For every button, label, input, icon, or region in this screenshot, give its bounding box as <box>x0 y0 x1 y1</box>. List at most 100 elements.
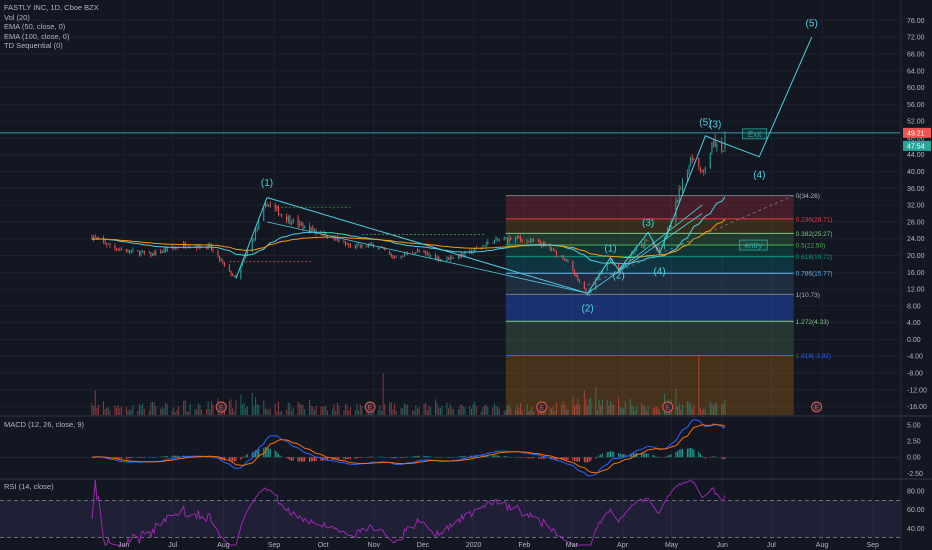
candle-body <box>369 243 371 245</box>
macd-histogram-bar <box>544 457 546 459</box>
candle-body <box>711 142 713 152</box>
candle-body <box>348 244 350 247</box>
candle-body <box>613 263 615 265</box>
volume-bar <box>194 409 196 415</box>
fib-label: 1(10.73) <box>796 292 820 299</box>
volume-bar <box>405 404 407 415</box>
macd-histogram-bar <box>327 457 329 461</box>
macd-histogram-bar <box>286 457 288 459</box>
volume-bar <box>549 407 551 415</box>
macd-histogram-bar <box>609 451 612 458</box>
candle-body <box>356 244 358 248</box>
volume-bar <box>394 403 396 415</box>
volume-bar <box>117 405 119 415</box>
macd-title[interactable]: MACD (12, 26, close, 9) <box>4 420 85 429</box>
volume-bar <box>430 407 432 415</box>
wave-label: (3) <box>709 119 721 130</box>
candle-body <box>349 245 351 247</box>
macd-histogram-bar <box>659 457 661 458</box>
legend-ema-100[interactable]: EMA (100, close, 0) <box>4 31 70 41</box>
macd-histogram-bar <box>459 456 461 458</box>
volume-bar <box>171 410 173 415</box>
macd-histogram-bar <box>539 457 541 459</box>
macd-histogram-bar <box>670 454 672 458</box>
volume-bar <box>497 406 499 415</box>
candle-body <box>251 240 253 252</box>
volume-bar <box>587 405 589 415</box>
volume-bar <box>302 404 304 415</box>
candle-body <box>161 251 163 253</box>
wave-label: (1) <box>604 243 616 254</box>
volume-bar <box>677 406 679 415</box>
candle-body <box>474 248 476 252</box>
volume-bar <box>642 404 644 415</box>
volume-bar <box>469 405 471 415</box>
volume-bar <box>482 406 484 415</box>
macd-histogram-bar <box>220 457 222 460</box>
price-tick-label: 8.00 <box>907 303 921 310</box>
ema-lines <box>91 196 726 265</box>
volume-bar <box>506 406 508 415</box>
volume-bar <box>93 405 95 415</box>
macd-histogram-bar <box>356 457 358 459</box>
macd-histogram-bar <box>618 453 620 458</box>
rsi-title[interactable]: RSI (14, close) <box>4 482 54 491</box>
macd-histogram-bar <box>510 457 512 458</box>
candle-body <box>312 227 314 231</box>
volume-bar <box>686 401 688 415</box>
candle-body <box>551 249 553 251</box>
volume-bar <box>688 401 690 415</box>
macd-histogram-bar <box>243 456 245 458</box>
macd-histogram-bar <box>148 457 150 458</box>
price-tick-label: 16.00 <box>907 270 925 277</box>
macd-histogram-bar <box>416 455 418 458</box>
candle-body <box>526 240 528 243</box>
volume-bar <box>485 404 487 415</box>
candle-body <box>320 232 322 234</box>
volume-bar <box>574 405 576 415</box>
candle-body <box>516 236 518 239</box>
volume-bar <box>315 406 317 415</box>
macd-histogram-bar <box>713 456 715 458</box>
volume-bar <box>449 404 451 415</box>
macd-histogram-bar <box>274 450 276 458</box>
candle-body <box>565 260 567 262</box>
candle-body <box>153 252 155 256</box>
macd-pane <box>0 419 900 477</box>
candle-body <box>389 251 391 255</box>
volume-bar <box>150 402 152 415</box>
volume-bar <box>127 410 129 415</box>
macd-histogram-bar <box>505 456 507 458</box>
legend-volume[interactable]: Vol (20) <box>4 12 30 22</box>
time-tick-label: Feb <box>518 542 530 549</box>
candle-body <box>281 214 283 216</box>
macd-histogram-bar <box>166 455 168 458</box>
legend-td-sequential[interactable]: TD Sequential (0) <box>4 41 63 50</box>
candle-body <box>304 225 306 228</box>
volume-bar <box>678 403 680 415</box>
macd-histogram-bar <box>446 457 448 458</box>
entry-label: entry <box>744 241 762 250</box>
legend-ema-50[interactable]: EMA (50, close, 0) <box>4 22 66 31</box>
candle-body <box>184 242 186 248</box>
fib-label: 0.236(28.71) <box>796 216 833 223</box>
macd-histogram-bar <box>258 449 260 458</box>
macd-histogram-bar <box>176 455 178 458</box>
candle-body <box>336 237 338 240</box>
volume-bar <box>106 407 108 415</box>
volume-bar <box>361 406 363 415</box>
volume-bar <box>119 408 121 415</box>
macd-histogram-bar <box>171 455 173 458</box>
volume-bar <box>641 403 643 415</box>
last-price-label: 47.54 <box>907 143 925 150</box>
macd-histogram-bar <box>132 457 134 458</box>
candle-body <box>152 253 154 256</box>
volume-bar <box>652 408 654 415</box>
macd-histogram-bar <box>269 449 271 458</box>
volume-bar <box>137 410 139 415</box>
macd-histogram-bar <box>309 457 311 462</box>
volume-bar <box>269 408 271 415</box>
rsi-line <box>91 479 726 546</box>
volume-bar <box>161 407 163 415</box>
